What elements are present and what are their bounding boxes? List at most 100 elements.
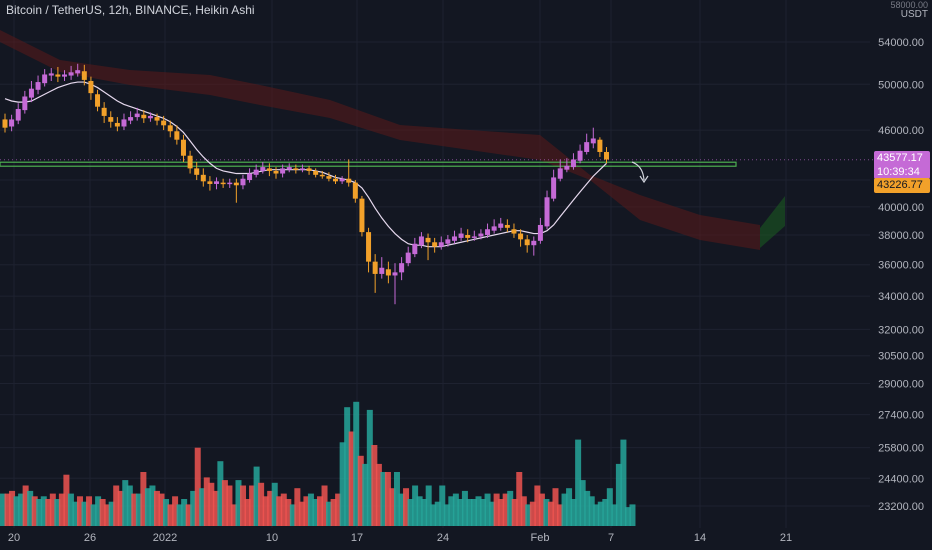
candle-body (114, 122, 120, 127)
volume-bar (326, 501, 333, 526)
volume-bar (430, 504, 437, 526)
candle-body (570, 159, 576, 168)
candle-body (405, 252, 411, 264)
candle-body (412, 243, 418, 255)
candle-body (28, 88, 34, 98)
volume-bar (253, 466, 260, 526)
volume-bar (538, 493, 545, 526)
price-unit-label: USDT (900, 9, 928, 20)
y-tick-label: 38000.00 (878, 230, 924, 242)
candle-body (385, 269, 391, 276)
volume-bar (45, 499, 52, 526)
candle-body (280, 168, 286, 174)
x-tick-label: 14 (694, 532, 706, 544)
volume-bar (520, 496, 527, 526)
volume-bar (158, 493, 165, 526)
volume-bar (149, 485, 156, 526)
candle-body (445, 239, 451, 244)
volume-bar (529, 501, 536, 526)
volume-bar (280, 493, 287, 526)
y-tick-label: 23200.00 (878, 501, 924, 513)
y-tick-label: 27400.00 (878, 410, 924, 422)
candle-body (366, 232, 372, 262)
volume-bar (18, 493, 25, 526)
candle-body (233, 182, 239, 186)
candle-body (214, 181, 220, 184)
candle-body (55, 74, 61, 77)
volume-bar (470, 499, 477, 526)
volume-bar (126, 485, 133, 526)
y-tick-label: 54000.00 (878, 37, 924, 49)
volume-bar (95, 496, 102, 526)
y-tick-label: 50000.00 (878, 79, 924, 91)
candle-body (544, 197, 550, 227)
volume-bar (307, 493, 314, 526)
volume-bar (271, 482, 278, 526)
x-tick-label: 21 (780, 532, 792, 544)
candle-body (359, 198, 365, 233)
candle-body (180, 139, 186, 156)
candle-body (141, 114, 147, 119)
volume-bar (421, 499, 428, 526)
candle-body (260, 167, 266, 171)
volume-bar (375, 463, 382, 526)
volume-bar (285, 499, 292, 526)
volume-bar (163, 499, 170, 526)
volume-bar (27, 490, 34, 526)
candle-body (313, 170, 319, 175)
volume-bar (516, 472, 523, 526)
candle-body (95, 94, 101, 107)
volume-bar (624, 507, 631, 526)
chart-grid (0, 0, 870, 528)
candle-body (333, 178, 338, 182)
candle-body (88, 80, 94, 94)
volume-bar (593, 504, 600, 526)
candle-body (498, 223, 504, 228)
volume-bar (597, 501, 604, 526)
candle-body (511, 229, 517, 234)
candle-body (161, 120, 167, 126)
moving-average-line (4, 81, 607, 248)
candle-body (194, 168, 200, 175)
horizontal-level-tag: 43226.77 (874, 178, 930, 193)
volume-bar (389, 488, 396, 526)
x-tick-label: Feb (531, 532, 550, 544)
candle-body (531, 240, 537, 246)
candle-body (75, 70, 81, 74)
volume-bar (366, 409, 373, 526)
x-tick-label: 26 (84, 532, 96, 544)
volume-bar (475, 496, 482, 526)
x-tick-label: 7 (608, 532, 614, 544)
candle-body (147, 115, 153, 119)
volume-bar (22, 485, 29, 526)
volume-bar (344, 407, 351, 526)
candle-body (551, 177, 557, 199)
candle-body (451, 236, 457, 241)
volume-bar (194, 447, 201, 526)
y-tick-label: 29000.00 (878, 378, 924, 390)
volume-bar (144, 488, 151, 526)
candle-body (207, 181, 213, 184)
volume-bar (353, 401, 360, 526)
volume-bar (67, 493, 74, 526)
volume-bar (371, 445, 378, 526)
volume-bar (86, 496, 93, 526)
candle-body (68, 72, 74, 76)
ichimoku-cloud (0, 30, 785, 250)
volume-bar (181, 499, 188, 526)
volume-bar (190, 490, 197, 526)
price-unit-top-tick: 58000.00 (890, 0, 928, 10)
volume-bar (167, 504, 174, 526)
volume-bar (249, 485, 256, 526)
candle-body (167, 125, 173, 132)
candle-body (42, 74, 48, 84)
candle-body (48, 73, 54, 76)
candle-body (128, 117, 134, 121)
y-tick-label: 32000.00 (878, 324, 924, 336)
volume-bar (244, 499, 251, 526)
ma-line (4, 81, 607, 248)
last-price-tag: 43577.17 10:39:34 (874, 151, 930, 179)
bar-countdown: 10:39:34 (877, 166, 920, 178)
candle-body (485, 229, 491, 235)
